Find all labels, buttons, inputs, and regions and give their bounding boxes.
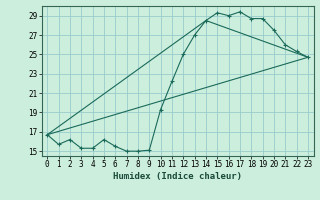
X-axis label: Humidex (Indice chaleur): Humidex (Indice chaleur) <box>113 172 242 181</box>
